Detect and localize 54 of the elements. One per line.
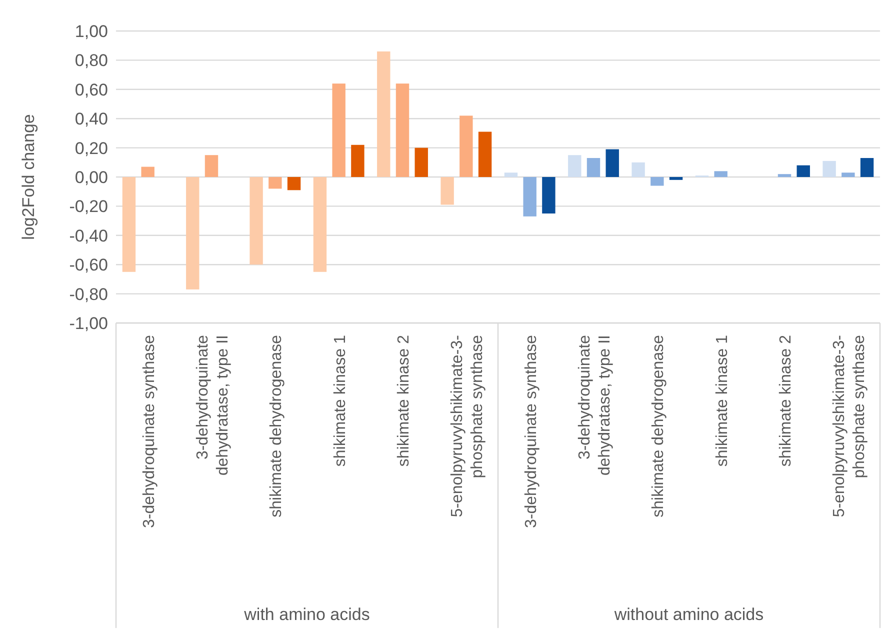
y-tick-label: -0,20	[69, 197, 108, 216]
bar	[478, 132, 492, 177]
y-tick-label: -0,80	[69, 284, 108, 304]
y-tick-label: 0,20	[74, 138, 108, 158]
x-tick-label: shikimate dehydrogenase	[268, 334, 286, 518]
y-tick-label: -0,60	[69, 256, 108, 275]
x-tick-label: shikimate kinase 1	[332, 334, 349, 467]
bar	[332, 84, 346, 177]
text: without amino acids	[613, 605, 764, 624]
bar	[842, 172, 855, 177]
bar	[632, 162, 645, 177]
bar	[460, 116, 473, 177]
bar	[351, 144, 364, 177]
bar	[586, 158, 600, 177]
bar	[568, 155, 582, 177]
bar	[186, 177, 200, 290]
x-tick-label: shikimate dehydrogenase	[650, 334, 668, 518]
x-tick-label: 3-dehydroquinate synthase	[522, 334, 540, 528]
bar	[714, 171, 728, 177]
y-tick-label: 0,60	[74, 80, 108, 100]
bar	[796, 165, 810, 177]
bar	[523, 177, 536, 216]
bar	[778, 174, 792, 177]
y-tick-label: 0,00	[74, 168, 108, 187]
y-tick-label: 0,80	[74, 51, 108, 70]
bar	[440, 177, 454, 205]
bar	[141, 166, 154, 177]
y-tick-label: 0,40	[74, 110, 108, 129]
x-tick-label: 3-dehydroquinate dehydratase, type II	[194, 334, 232, 476]
bar	[396, 84, 410, 177]
bar	[122, 177, 136, 272]
bar	[650, 177, 664, 186]
x-tick-label: shikimate kinase 2	[778, 334, 794, 467]
bar	[606, 149, 619, 177]
bar	[669, 177, 683, 180]
bar	[377, 51, 390, 177]
x-tick-label: shikimate kinase 2	[396, 334, 412, 467]
bar	[250, 177, 263, 265]
y-tick-label: -0,40	[69, 226, 108, 246]
bar	[287, 177, 301, 190]
y-axis-title: log2Fold change	[19, 114, 38, 240]
y-tick-label: -1,00	[69, 314, 108, 333]
x-tick-label: 3-dehydroquinate synthase	[140, 334, 158, 528]
bar	[860, 158, 874, 177]
text: with amino acids	[243, 605, 370, 624]
bar	[822, 160, 836, 177]
bar	[268, 177, 282, 189]
x-tick-label: shikimate kinase 1	[714, 334, 731, 467]
bar	[414, 148, 428, 177]
bar	[542, 177, 556, 214]
bar	[313, 177, 327, 272]
y-tick-label: 1,00	[74, 22, 108, 41]
bar	[204, 155, 218, 177]
bar	[504, 172, 518, 177]
